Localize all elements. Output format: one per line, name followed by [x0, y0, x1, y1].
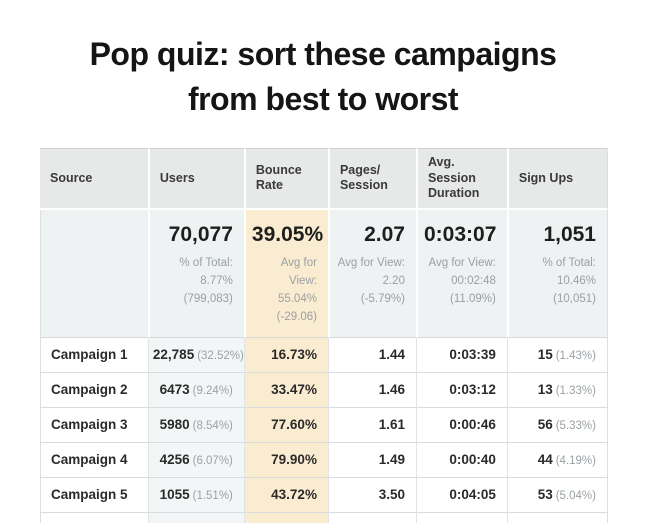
users-total-value: 70,077 [168, 222, 233, 246]
source-cell: Campaign 2 [40, 372, 148, 408]
column-header-avg-session-duration[interactable]: Avg. Session Duration [415, 148, 507, 210]
page-title: Pop quiz: sort these campaigns from best … [0, 32, 646, 123]
page-title-line2: from best to worst [187, 81, 459, 118]
users-cell: 22,785 (32.52%) [147, 337, 244, 373]
summary-bounce-rate-cell: 39.05% Avg for View: 55.04% (-29.06) [243, 209, 328, 338]
bounce-rate-cell: 43.72% [243, 477, 328, 513]
duration-subtext: Avg for View: 00:02:48 (11.09%) [428, 256, 496, 306]
campaign-metrics-table: Source Users Bounce Rate Pages/ Session … [40, 148, 608, 523]
column-header-sign-ups[interactable]: Sign Ups [506, 148, 608, 210]
duration-cell: 0:03:39 [415, 337, 507, 373]
bounce-rate-subtext: Avg for View: 55.04% (-29.06) [276, 256, 317, 324]
pages-session-cell: 1.49 [327, 442, 416, 478]
pages-session-cell: 1.61 [327, 407, 416, 443]
source-cell: Campaign 5 [40, 477, 148, 513]
column-header-pages-session[interactable]: Pages/ Session [327, 148, 416, 210]
users-cell: 5980 (8.54%) [147, 407, 244, 443]
sign-ups-cell: 15 (1.43%) [506, 337, 608, 373]
sign-ups-cell: 7(0.67%) [506, 512, 608, 523]
source-cell: Campaign 3 [40, 407, 148, 443]
pages-session-value: 2.07 [364, 222, 405, 246]
duration-cell: 0:00:38 [415, 512, 507, 523]
users-cell: 4256 (6.07%) [147, 442, 244, 478]
pages-session-cell: 3.50 [327, 477, 416, 513]
users-cell: 883(1.26%) [147, 512, 244, 523]
source-cell: Campaign 4 [40, 442, 148, 478]
pages-session-cell: 0.57 [327, 512, 416, 523]
pages-session-cell: 1.44 [327, 337, 416, 373]
bounce-rate-cell: 16.73% [243, 337, 328, 373]
summary-row: 70,077 % of Total: 8.77% (799,083) 39.05… [40, 209, 608, 338]
pages-session-cell: 1.46 [327, 372, 416, 408]
bounce-rate-cell: 77.60% [243, 407, 328, 443]
summary-duration-cell: 0:03:07 Avg for View: 00:02:48 (11.09%) [415, 209, 507, 338]
duration-value: 0:03:07 [423, 222, 497, 246]
page-title-line1: Pop quiz: sort these campaigns [89, 36, 557, 72]
duration-cell: 0:00:40 [415, 442, 507, 478]
sign-ups-cell: 56 (5.33%) [506, 407, 608, 443]
duration-cell: 0:00:46 [415, 407, 507, 443]
sign-ups-value: 1,051 [543, 222, 596, 246]
sign-ups-cell: 53 (5.04%) [506, 477, 608, 513]
table-row: Campaign 3 5980 (8.54%) 77.60% 1.61 0:00:… [40, 407, 608, 443]
duration-cell: 0:04:05 [415, 477, 507, 513]
bounce-rate-cell: 79.90% [243, 442, 328, 478]
table-row: Campaign 4 4256 (6.07%) 79.90% 1.49 0:00:… [40, 442, 608, 478]
summary-sign-ups-cell: 1,051 % of Total: 10.46% (10,051) [506, 209, 608, 338]
table-row: Campaign 1 22,785 (32.52%) 16.73% 1.44 0:… [40, 337, 608, 373]
table-row: Campaign 2 6473 (9.24%) 33.47% 1.46 0:03:… [40, 372, 608, 408]
column-header-bounce-rate[interactable]: Bounce Rate [243, 148, 328, 210]
sign-ups-subtext: % of Total: 10.46% (10,051) [542, 256, 597, 306]
duration-cell: 0:03:12 [415, 372, 507, 408]
sign-ups-cell: 13 (1.33%) [506, 372, 608, 408]
header-row: Source Users Bounce Rate Pages/ Session … [40, 148, 608, 210]
summary-pages-session-cell: 2.07 Avg for View: 2.20 (-5.79%) [327, 209, 416, 338]
pages-session-subtext: Avg for View: 2.20 (-5.79%) [337, 256, 405, 306]
column-header-users[interactable]: Users [147, 148, 244, 210]
source-cell: Campaign 6 [40, 512, 148, 523]
sign-ups-cell: 44 (4.19%) [506, 442, 608, 478]
bounce-rate-value: 39.05% [251, 222, 324, 246]
column-header-source[interactable]: Source [40, 148, 148, 210]
table-row: Campaign 5 1055 (1.51%) 43.72% 3.50 0:04:… [40, 477, 608, 513]
summary-users-cell: 70,077 % of Total: 8.77% (799,083) [147, 209, 244, 338]
users-cell: 1055 (1.51%) [147, 477, 244, 513]
users-total-subtext: % of Total: 8.77% (799,083) [179, 256, 233, 306]
table-row: Campaign 6 883(1.26%) 14.82% 0.57 0:00:3… [40, 512, 608, 523]
summary-source-cell [40, 209, 148, 338]
bounce-rate-cell: 33.47% [243, 372, 328, 408]
users-cell: 6473 (9.24%) [147, 372, 244, 408]
bounce-rate-cell: 14.82% [243, 512, 328, 523]
source-cell: Campaign 1 [40, 337, 148, 373]
